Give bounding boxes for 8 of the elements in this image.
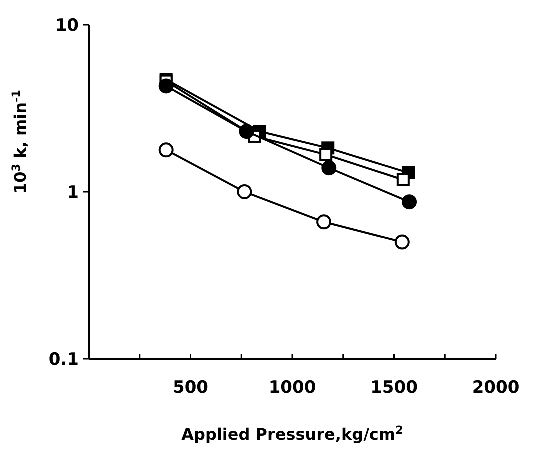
x-tick-label: 1500: [370, 378, 418, 398]
x-tick-label: 1000: [268, 378, 316, 398]
x-tick-label: 2000: [472, 378, 520, 398]
y-tick-label: 0.1: [48, 350, 79, 370]
x-axis-title: Applied Pressure,kg/cm$^{2}$: [182, 424, 404, 444]
y-tick-label: 10: [55, 16, 80, 36]
y-tick-label: 1: [67, 182, 79, 203]
x-tick-label: 500: [173, 378, 209, 398]
